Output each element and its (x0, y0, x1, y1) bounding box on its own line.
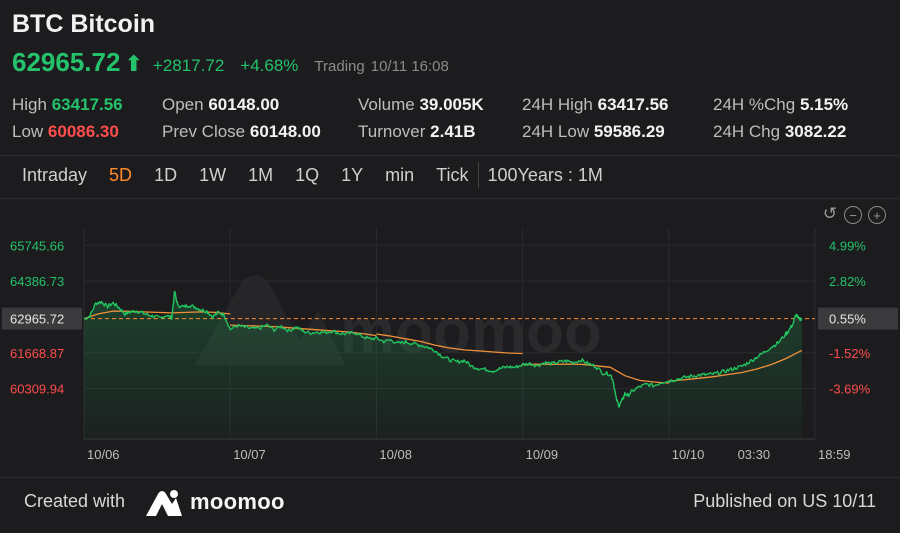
x-tick-label: 18:59 (818, 447, 851, 462)
last-price: 62965.72 (12, 47, 121, 77)
h24-chg-label: 24H Chg (713, 122, 781, 141)
tab-1m[interactable]: 1M (248, 165, 274, 185)
y-right-tick-label: 2.82% (829, 274, 866, 289)
volume-value: 39.005K (419, 95, 484, 114)
stats-col-24h-change: 24H %Chg 5.15% 24H Chg 3082.22 (713, 91, 848, 145)
stats-col-open: Open 60148.00 Prev Close 60148.00 (162, 91, 321, 145)
divider (0, 198, 900, 199)
price-change-percent: +4.68% (240, 56, 299, 75)
tab-intraday[interactable]: Intraday (22, 165, 88, 185)
published-text: Published on US 10/11 (693, 491, 876, 511)
stats-col-24h-range: 24H High 63417.56 24H Low 59586.29 (522, 91, 669, 145)
price-row: 62965.72 ⬆ +2817.72 +4.68% Trading 10/11 … (12, 47, 455, 78)
created-with-text: Created with (24, 491, 126, 511)
up-arrow-icon: ⬆ (124, 51, 143, 76)
reset-icon[interactable]: ↺ (822, 204, 838, 223)
asset-title: BTC Bitcoin (12, 10, 156, 38)
x-tick-label: 10/10 (672, 447, 705, 462)
x-tick-label: 10/06 (87, 447, 120, 462)
period-tabs: Intraday 5D 1D 1W 1M 1Q 1Y min Tick 100Y… (22, 162, 625, 188)
zoom-in-icon[interactable]: + (868, 206, 886, 224)
tab-1d[interactable]: 1D (154, 165, 178, 185)
average-line-segment (376, 333, 523, 355)
y-right-tick-label: -3.69% (829, 382, 871, 397)
h24-high-value: 63417.56 (597, 95, 669, 114)
divider (0, 477, 900, 478)
y-left-tick-label: 65745.66 (10, 238, 64, 253)
tab-1q[interactable]: 1Q (295, 165, 320, 185)
x-tick-label: 10/08 (379, 447, 412, 462)
brand-name: moomoo (190, 489, 285, 514)
trading-status: Trading 10/11 16:08 (314, 58, 454, 75)
turnover-label: Turnover (358, 122, 426, 141)
tab-5d[interactable]: 5D (109, 165, 133, 185)
current-price-right-label: 0.55% (829, 312, 866, 327)
tab-separator (478, 162, 480, 188)
footer: Created with moomoo Published on US 10/1… (0, 478, 900, 533)
stats-col-volume: Volume 39.005K Turnover 2.41B (358, 91, 484, 145)
divider (0, 155, 900, 156)
average-line-segment (522, 363, 669, 384)
low-value: 60086.30 (47, 122, 119, 141)
h24-low-label: 24H Low (522, 122, 590, 141)
open-value: 60148.00 (208, 95, 280, 114)
turnover-value: 2.41B (430, 122, 476, 141)
chart-tools: ↺ − + (822, 204, 886, 224)
tab-tick[interactable]: Tick (436, 165, 469, 185)
h24-low-value: 59586.29 (593, 122, 665, 141)
prev-close-label: Prev Close (162, 122, 246, 141)
brand-logo: moomoo (144, 486, 285, 518)
h24-high-label: 24H High (522, 95, 593, 114)
open-label: Open (162, 95, 204, 114)
y-right-tick-label: 4.99% (829, 238, 866, 253)
low-label: Low (12, 122, 44, 141)
x-tick-label: 10/07 (233, 447, 266, 462)
x-tick-label: 03:30 (738, 447, 771, 462)
y-left-tick-label: 64386.73 (10, 274, 64, 289)
h24-pct-label: 24H %Chg (713, 95, 796, 114)
status-datetime: 10/11 16:08 (370, 58, 449, 75)
y-left-tick-label: 61668.87 (10, 346, 64, 361)
price-area-fill (84, 291, 802, 439)
h24-chg-value: 3082.22 (784, 122, 847, 141)
average-line-segment (668, 349, 803, 382)
current-price-left-label: 62965.72 (10, 312, 64, 327)
moomoo-logo-icon (146, 490, 182, 516)
y-right-tick-label: -1.52% (829, 346, 871, 361)
zoom-out-icon[interactable]: − (844, 206, 862, 224)
high-value: 63417.56 (51, 95, 123, 114)
high-label: High (12, 95, 47, 114)
h24-pct-value: 5.15% (799, 95, 849, 114)
range-selector[interactable]: 100Years : 1M (487, 165, 603, 185)
price-line (83, 290, 803, 408)
price-change: +2817.72 (152, 56, 225, 75)
current-price-band-right (818, 307, 898, 330)
x-tick-label: 10/09 (526, 447, 559, 462)
y-left-tick-label: 60309.94 (10, 382, 64, 397)
status-label: Trading (314, 58, 365, 75)
prev-close-value: 60148.00 (249, 122, 321, 141)
stats-col-high-low: High 63417.56 Low 60086.30 (12, 91, 123, 145)
current-price-band-left (2, 307, 82, 330)
tab-1y[interactable]: 1Y (341, 165, 364, 185)
tab-1w[interactable]: 1W (199, 165, 227, 185)
tab-min[interactable]: min (385, 165, 415, 185)
volume-label: Volume (358, 95, 415, 114)
